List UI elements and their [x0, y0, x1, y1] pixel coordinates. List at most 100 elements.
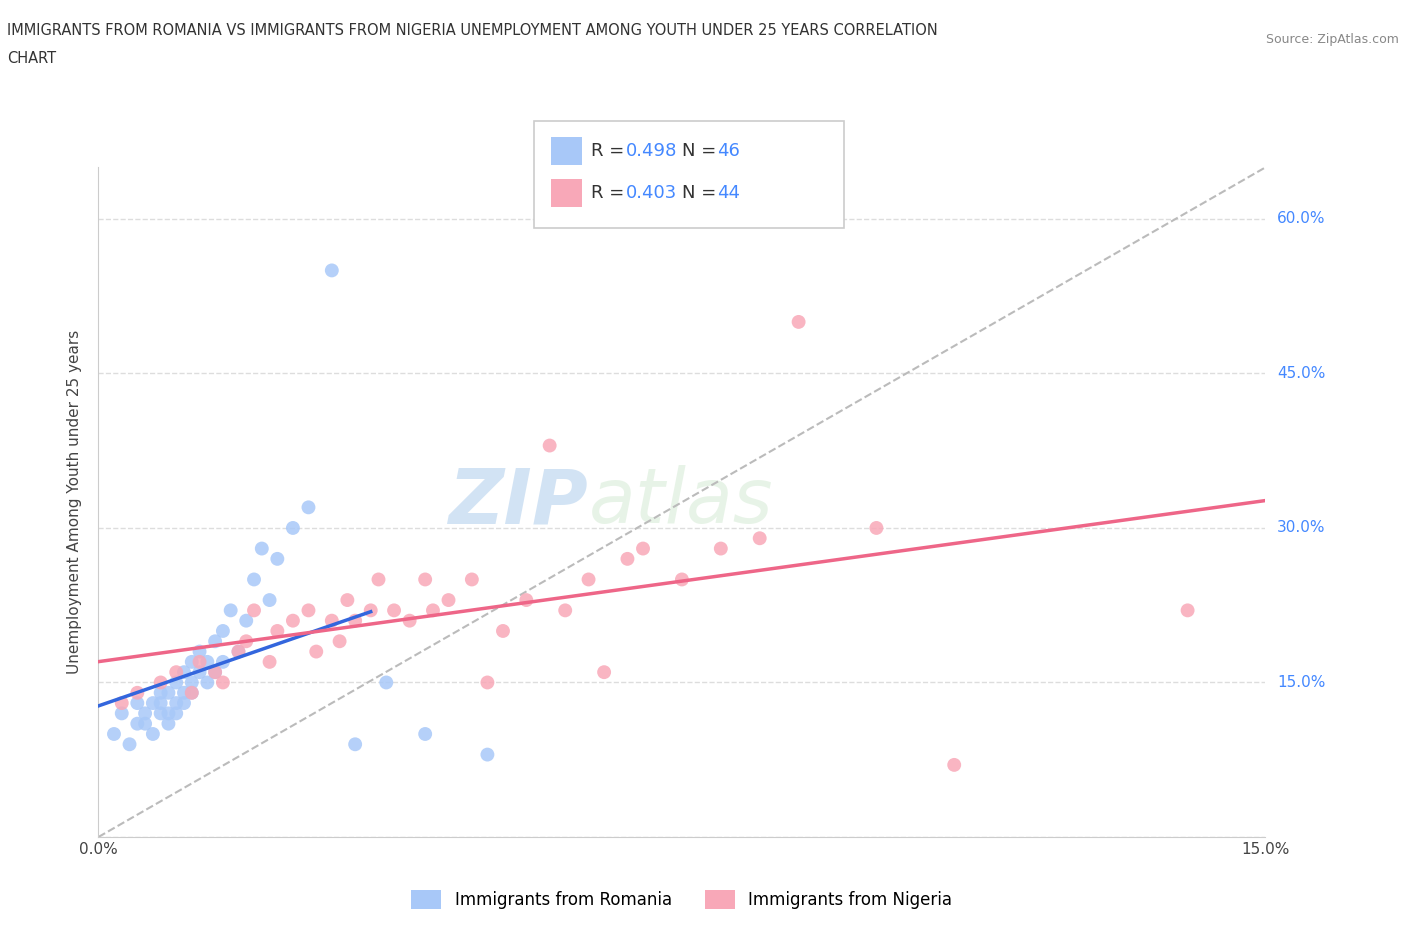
Text: ZIP: ZIP — [449, 465, 589, 539]
Text: 45.0%: 45.0% — [1277, 365, 1326, 381]
Point — [865, 521, 887, 536]
Point — [228, 644, 250, 659]
Text: 60.0%: 60.0% — [1277, 211, 1326, 226]
Point — [165, 706, 187, 721]
Point — [173, 665, 195, 680]
Point — [180, 685, 202, 700]
Point — [748, 531, 770, 546]
Text: 30.0%: 30.0% — [1277, 521, 1326, 536]
Text: R =: R = — [591, 141, 630, 160]
Point — [142, 726, 165, 741]
Point — [173, 696, 195, 711]
Point — [149, 675, 172, 690]
Text: Source: ZipAtlas.com: Source: ZipAtlas.com — [1265, 33, 1399, 46]
Point — [297, 603, 319, 618]
Text: IMMIGRANTS FROM ROMANIA VS IMMIGRANTS FROM NIGERIA UNEMPLOYMENT AMONG YOUTH UNDE: IMMIGRANTS FROM ROMANIA VS IMMIGRANTS FR… — [7, 23, 938, 38]
Point — [710, 541, 733, 556]
Point — [631, 541, 654, 556]
Point — [204, 665, 226, 680]
Point — [118, 737, 141, 751]
Point — [321, 263, 343, 278]
Text: N =: N = — [682, 141, 721, 160]
Text: R =: R = — [591, 184, 630, 203]
Point — [336, 592, 359, 607]
Text: 15.0%: 15.0% — [1277, 675, 1326, 690]
Text: 0.498: 0.498 — [626, 141, 678, 160]
Point — [157, 706, 180, 721]
Y-axis label: Unemployment Among Youth under 25 years: Unemployment Among Youth under 25 years — [67, 330, 83, 674]
Text: 46: 46 — [717, 141, 740, 160]
Point — [188, 644, 211, 659]
Point — [142, 696, 165, 711]
Point — [243, 572, 266, 587]
Point — [344, 737, 367, 751]
Point — [111, 696, 134, 711]
Point — [195, 655, 218, 670]
Point — [127, 685, 149, 700]
Point — [382, 603, 405, 618]
Point — [188, 655, 211, 670]
Point — [360, 603, 382, 618]
Point — [212, 675, 235, 690]
Point — [195, 675, 218, 690]
Point — [593, 665, 616, 680]
Point — [321, 613, 343, 628]
Point — [228, 644, 250, 659]
Text: CHART: CHART — [7, 51, 56, 66]
Point — [165, 665, 187, 680]
Point — [367, 572, 389, 587]
Point — [127, 696, 149, 711]
Text: atlas: atlas — [589, 465, 773, 539]
Point — [266, 623, 288, 638]
Point — [204, 634, 226, 649]
Point — [943, 757, 966, 772]
Point — [297, 500, 319, 515]
Point — [165, 696, 187, 711]
Point — [477, 675, 499, 690]
Point — [671, 572, 693, 587]
Point — [329, 634, 352, 649]
Point — [787, 314, 810, 329]
Point — [538, 438, 561, 453]
Point — [266, 551, 288, 566]
Point — [157, 716, 180, 731]
Point — [111, 706, 134, 721]
Point — [149, 685, 172, 700]
Point — [212, 623, 235, 638]
Point — [219, 603, 242, 618]
Point — [250, 541, 273, 556]
Point — [616, 551, 638, 566]
Point — [375, 675, 398, 690]
Point — [344, 613, 367, 628]
Legend: Immigrants from Romania, Immigrants from Nigeria: Immigrants from Romania, Immigrants from… — [405, 884, 959, 916]
Point — [461, 572, 484, 587]
Text: 44: 44 — [717, 184, 740, 203]
Point — [259, 592, 281, 607]
Text: N =: N = — [682, 184, 721, 203]
Point — [492, 623, 515, 638]
Point — [149, 706, 172, 721]
Point — [554, 603, 576, 618]
Point — [243, 603, 266, 618]
Point — [437, 592, 460, 607]
Point — [127, 716, 149, 731]
Point — [204, 665, 226, 680]
Point — [149, 696, 172, 711]
Point — [281, 613, 304, 628]
Point — [398, 613, 420, 628]
Point — [259, 655, 281, 670]
Point — [134, 706, 156, 721]
Point — [173, 685, 195, 700]
Point — [413, 726, 436, 741]
Point — [180, 685, 202, 700]
Point — [103, 726, 125, 741]
Point — [578, 572, 600, 587]
Text: 0.403: 0.403 — [626, 184, 676, 203]
Point — [212, 655, 235, 670]
Point — [235, 634, 257, 649]
Point — [413, 572, 436, 587]
Point — [422, 603, 444, 618]
Point — [157, 685, 180, 700]
Point — [515, 592, 537, 607]
Point — [1177, 603, 1199, 618]
